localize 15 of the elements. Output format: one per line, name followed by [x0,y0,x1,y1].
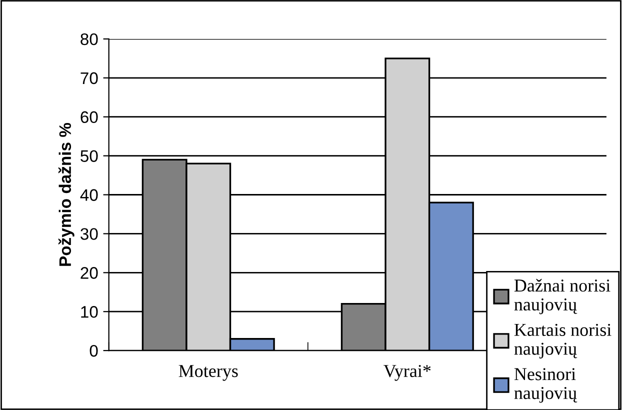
y-tick-label: 20 [80,267,98,279]
y-tick-label: 40 [80,189,98,201]
y-axis-title: Požymio dažnis % [58,122,74,266]
y-tick-label: 50 [80,150,98,162]
y-tick-label: 0 [90,344,98,357]
y-tick-label: 70 [80,72,98,84]
legend-label: Kartais norisi naujovių [514,324,612,358]
x-tick-label: Moterys [178,365,238,381]
legend-label: Nesinori naujovių [514,368,578,403]
y-tick-label: 60 [80,111,98,124]
x-tick-label: Vyrai* [384,364,431,381]
legend-label: Dažnai norisi naujovių [514,278,610,314]
y-tick-label: 80 [80,33,98,46]
y-tick-label: 30 [80,228,98,240]
y-tick-label: 10 [81,306,98,318]
